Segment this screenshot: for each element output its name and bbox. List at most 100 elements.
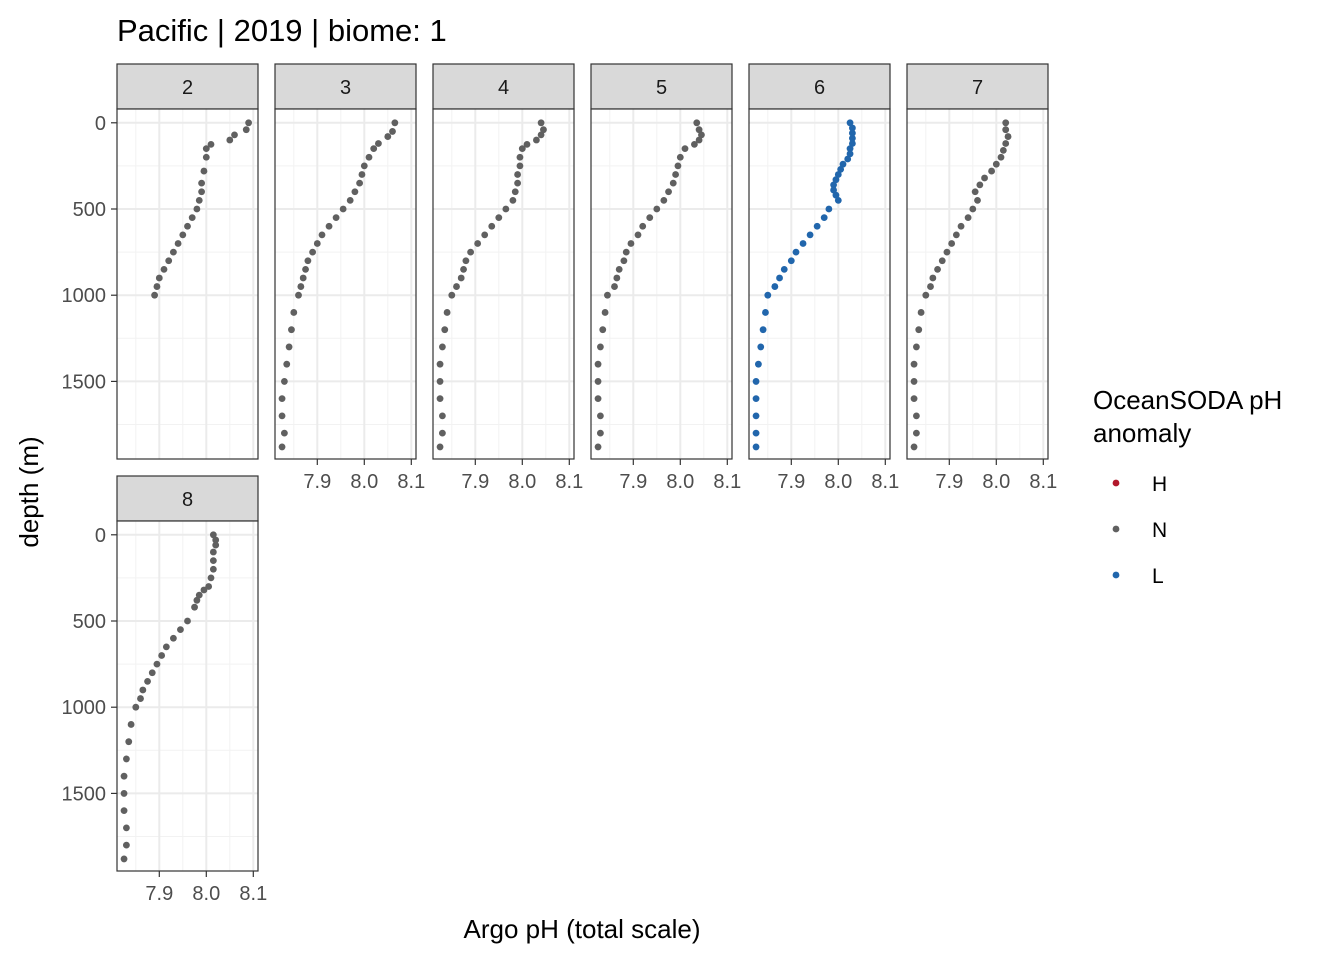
facet-panel-6: 6 7.9 8.0 8.1 xyxy=(748,63,899,493)
data-point xyxy=(120,807,128,815)
data-point xyxy=(615,265,623,273)
data-point xyxy=(457,274,465,282)
x-axis-title: Argo pH (total scale) xyxy=(464,914,701,944)
data-point xyxy=(209,548,217,556)
x-tick-label: 7.9 xyxy=(145,883,173,905)
data-point xyxy=(123,824,130,832)
data-point xyxy=(830,181,837,189)
data-point xyxy=(695,126,703,134)
data-point xyxy=(613,274,621,282)
data-point xyxy=(304,257,312,265)
data-point xyxy=(299,274,307,282)
data-point xyxy=(752,412,760,420)
data-point xyxy=(849,140,856,147)
legend-label: N xyxy=(1152,519,1167,542)
data-point xyxy=(599,326,607,334)
data-point xyxy=(594,378,602,385)
panel-border xyxy=(432,108,575,460)
data-point xyxy=(460,265,467,273)
data-point xyxy=(360,162,368,170)
data-point xyxy=(755,360,762,368)
facet-strip xyxy=(274,63,417,110)
data-point xyxy=(436,360,444,368)
data-point xyxy=(653,205,661,213)
data-point xyxy=(202,153,210,161)
data-point xyxy=(174,240,182,247)
data-point xyxy=(910,443,918,451)
y-axis-title: depth (m) xyxy=(14,436,44,547)
data-point xyxy=(165,257,173,265)
data-point xyxy=(488,222,496,230)
data-point xyxy=(281,429,288,437)
data-point xyxy=(910,360,918,368)
data-point xyxy=(971,188,979,196)
data-point xyxy=(511,188,519,196)
data-point xyxy=(448,291,456,299)
legend-entry-N: N xyxy=(1112,519,1167,542)
data-point xyxy=(974,196,981,204)
data-point xyxy=(514,179,521,187)
data-point xyxy=(137,695,144,702)
data-point xyxy=(957,222,965,230)
data-point xyxy=(288,326,295,334)
facet-strip xyxy=(590,63,733,110)
data-point xyxy=(622,248,630,256)
data-point xyxy=(153,283,161,290)
data-point xyxy=(278,395,286,403)
data-point xyxy=(787,257,795,265)
data-point xyxy=(604,291,611,299)
legend-title: anomaly xyxy=(1093,418,1191,448)
data-point xyxy=(495,214,503,222)
data-point xyxy=(691,140,698,148)
data-point xyxy=(523,140,531,148)
data-point xyxy=(752,429,760,437)
data-point xyxy=(389,128,396,135)
data-point xyxy=(207,574,215,582)
panel-background xyxy=(591,109,732,459)
data-point xyxy=(597,429,604,437)
data-point xyxy=(297,283,305,290)
data-point xyxy=(158,652,166,659)
data-point xyxy=(934,265,941,273)
x-tick-label: 8.0 xyxy=(192,883,220,905)
data-point xyxy=(226,136,234,144)
data-point xyxy=(474,240,482,247)
legend-label: H xyxy=(1152,473,1167,496)
data-point xyxy=(999,146,1007,154)
data-point xyxy=(153,660,161,668)
data-point xyxy=(283,360,291,368)
facet-strip xyxy=(116,63,259,110)
data-point xyxy=(846,145,854,153)
data-point xyxy=(346,196,354,204)
data-point xyxy=(231,131,238,139)
data-point xyxy=(776,274,783,282)
data-point xyxy=(832,176,840,184)
data-point xyxy=(518,145,526,153)
data-point xyxy=(290,309,298,316)
data-point xyxy=(370,145,378,153)
data-point xyxy=(813,222,821,230)
data-point xyxy=(943,248,951,256)
data-point xyxy=(332,214,340,222)
data-point xyxy=(467,248,474,256)
facet-strip xyxy=(748,63,891,110)
data-point xyxy=(170,248,177,256)
data-point xyxy=(302,265,309,273)
data-point xyxy=(309,248,316,256)
data-point xyxy=(806,231,814,239)
facet-panel-8: 8 0 500 1000 1500 7.9 8.0 8.1 xyxy=(62,475,267,905)
data-point xyxy=(207,140,215,148)
data-point xyxy=(516,153,524,161)
panel-background xyxy=(907,109,1048,459)
panel-border xyxy=(116,520,259,872)
y-tick-label: 1000 xyxy=(62,697,107,719)
x-tick-label: 8.0 xyxy=(508,471,536,493)
data-point xyxy=(462,257,470,265)
facet-strip-label: 5 xyxy=(656,77,667,99)
data-point xyxy=(209,565,217,573)
data-point xyxy=(162,643,170,651)
legend-key xyxy=(1112,525,1120,533)
data-point xyxy=(922,291,930,299)
x-tick-label: 7.9 xyxy=(619,471,647,493)
panel-border xyxy=(748,108,891,460)
